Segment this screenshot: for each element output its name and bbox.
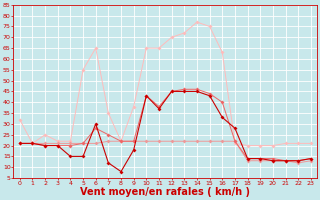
- X-axis label: Vent moyen/en rafales ( km/h ): Vent moyen/en rafales ( km/h ): [80, 187, 250, 197]
